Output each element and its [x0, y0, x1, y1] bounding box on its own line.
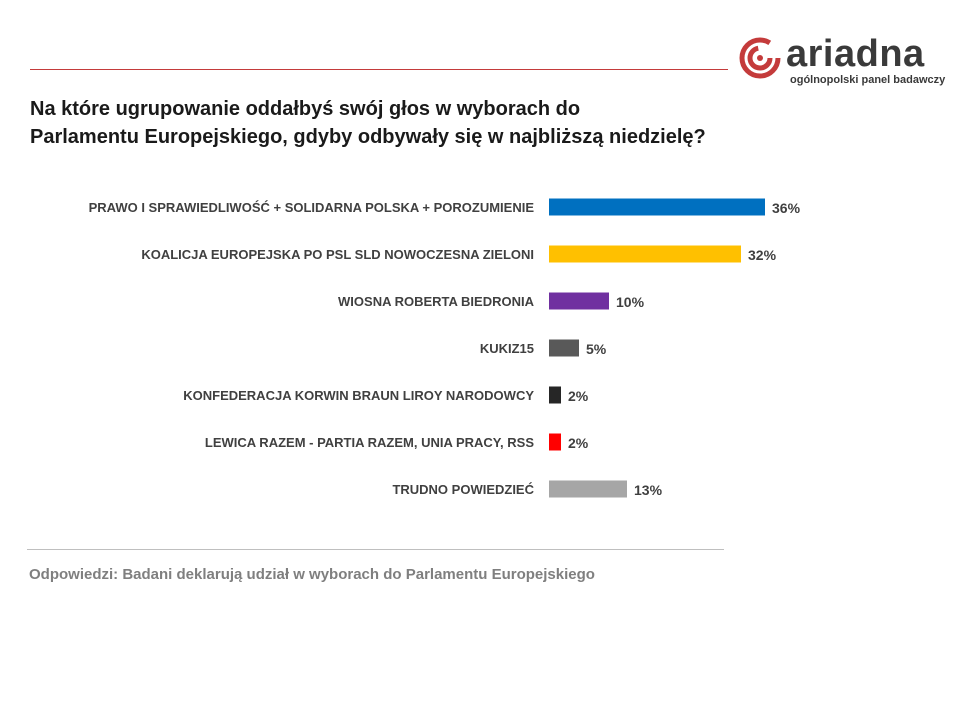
category-label: TRUDNO POWIEDZIEĆ — [392, 482, 534, 497]
category-label: LEWICA RAZEM - PARTIA RAZEM, UNIA PRACY,… — [205, 435, 534, 450]
category-label: KONFEDERACJA KORWIN BRAUN LIROY NARODOWC… — [183, 388, 534, 403]
brand-name: ariadna — [786, 33, 925, 75]
category-label: KOALICJA EUROPEJSKA PO PSL SLD NOWOCZESN… — [141, 247, 534, 262]
brand-tagline: ogólnopolski panel badawczy — [790, 74, 946, 86]
bar — [549, 292, 609, 310]
bar — [549, 386, 561, 404]
title-line-1: Na które ugrupowanie oddałbyś swój głos … — [30, 98, 581, 120]
value-label: 36% — [772, 200, 801, 216]
category-label: PRAWO I SPRAWIEDLIWOŚĆ + SOLIDARNA POLSK… — [89, 200, 535, 215]
title-line-2: Parlamentu Europejskiego, gdyby odbywały… — [30, 126, 706, 148]
ariadna-logo: ariadna ogólnopolski panel badawczy — [738, 33, 950, 92]
value-label: 5% — [586, 341, 607, 357]
value-label: 2% — [568, 388, 589, 404]
bar — [549, 433, 561, 451]
value-label: 2% — [568, 435, 589, 451]
value-label: 10% — [616, 294, 645, 310]
ariadna-spiral-icon — [739, 37, 781, 79]
value-label: 32% — [748, 247, 777, 263]
footer-rule — [27, 549, 724, 550]
bar — [549, 480, 627, 498]
value-label: 13% — [634, 482, 663, 498]
bar — [549, 245, 741, 263]
category-label: WIOSNA ROBERTA BIEDRONIA — [338, 294, 535, 309]
category-label: KUKIZ15 — [480, 341, 534, 356]
bar — [549, 198, 765, 216]
footnote: Odpowiedzi: Badani deklarują udział w wy… — [29, 566, 595, 583]
page-title: Na które ugrupowanie oddałbyś swój głos … — [30, 95, 790, 151]
header-rule — [30, 69, 728, 70]
bar — [549, 339, 579, 357]
